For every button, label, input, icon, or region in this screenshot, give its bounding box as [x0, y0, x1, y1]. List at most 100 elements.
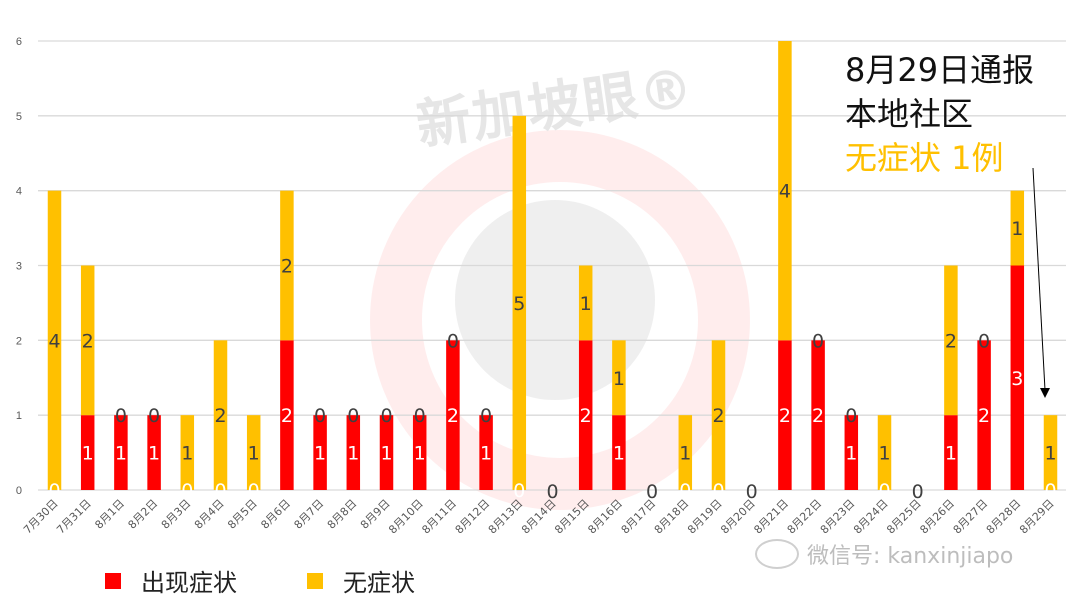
x-tick-label: 8月25日	[884, 497, 924, 537]
data-label: 0	[712, 480, 724, 502]
bar-asymptomatic	[80, 265, 95, 416]
data-label: 0	[546, 481, 558, 503]
data-label: 1	[1011, 218, 1023, 240]
x-tick-label: 8月6日	[258, 497, 293, 532]
data-label: 1	[181, 443, 193, 465]
y-tick-label: 6	[16, 36, 22, 48]
x-tick-label: 7月31日	[54, 497, 94, 537]
x-tick-label: 8月2日	[126, 497, 161, 532]
bar-asymptomatic	[180, 415, 195, 490]
x-tick-label: 8月23日	[818, 497, 858, 537]
data-label: 1	[845, 443, 857, 465]
x-tick-label: 8月12日	[453, 497, 493, 537]
data-label: 2	[281, 256, 293, 278]
data-label: 0	[314, 405, 326, 427]
bar-asymptomatic	[877, 415, 892, 490]
data-label: 2	[281, 405, 293, 427]
data-label: 0	[746, 481, 758, 503]
data-label: 0	[380, 405, 392, 427]
callout-line-1: 8月29日通报	[845, 51, 1035, 89]
data-label: 2	[779, 405, 791, 427]
data-label: 0	[513, 480, 525, 502]
bar-symptomatic	[811, 340, 825, 490]
bar-symptomatic	[147, 415, 161, 490]
bar-symptomatic	[479, 415, 493, 490]
legend-label: 无症状	[343, 569, 415, 597]
x-tick-label: 8月10日	[386, 497, 426, 537]
wechat-icon	[755, 539, 799, 569]
bar-symptomatic	[412, 415, 427, 490]
data-label: 0	[812, 330, 824, 352]
x-tick-label: 8月28日	[984, 497, 1024, 537]
legend-swatch-yellow	[307, 572, 323, 589]
callout-line-3: 无症状 1例	[845, 139, 1004, 177]
bar-symptomatic	[280, 340, 294, 490]
bar-asymptomatic	[778, 41, 792, 341]
x-tick-label: 8月16日	[585, 497, 625, 537]
bar-symptomatic	[114, 415, 128, 490]
bar-symptomatic	[977, 340, 991, 490]
bar-asymptomatic	[246, 415, 261, 490]
data-label: 0	[480, 405, 492, 427]
bar-symptomatic	[346, 415, 361, 490]
x-tick-label: 8月4日	[192, 497, 227, 532]
bar-asymptomatic	[711, 340, 726, 490]
data-label: 0	[978, 330, 990, 352]
y-tick-label: 0	[16, 485, 22, 497]
bar-asymptomatic	[1010, 190, 1025, 266]
data-label: 0	[48, 480, 60, 502]
x-tick-label: 8月11日	[419, 497, 459, 537]
data-label: 1	[480, 443, 492, 465]
legend-label: 出现症状	[141, 569, 237, 597]
bar-asymptomatic	[578, 265, 593, 341]
bar-asymptomatic	[612, 340, 626, 416]
data-label: 1	[1044, 443, 1056, 465]
bar-asymptomatic	[678, 415, 693, 490]
x-tick-label: 8月27日	[951, 497, 991, 537]
data-label: 0	[414, 405, 426, 427]
x-tick-label: 8月19日	[685, 497, 725, 537]
bar-asymptomatic	[1043, 415, 1058, 490]
data-label: 0	[447, 330, 459, 352]
data-label: 2	[945, 330, 957, 352]
data-label: 1	[380, 443, 392, 465]
data-label: 4	[48, 330, 60, 352]
bar-symptomatic	[778, 340, 792, 490]
x-tick-label: 8月24日	[851, 497, 891, 537]
bar-asymptomatic	[213, 340, 228, 490]
data-label: 0	[181, 480, 193, 502]
data-label: 2	[214, 405, 226, 427]
data-label: 0	[646, 481, 658, 503]
x-tick-label: 8月17日	[619, 497, 659, 537]
data-label: 0	[1044, 480, 1056, 502]
bar-asymptomatic	[944, 265, 958, 416]
bar-symptomatic	[944, 415, 958, 490]
x-tick-label: 7月30日	[21, 497, 61, 537]
data-label: 3	[1011, 368, 1023, 390]
data-label: 1	[148, 443, 160, 465]
x-tick-label: 8月14日	[519, 497, 559, 537]
data-label: 1	[414, 443, 426, 465]
x-tick-label: 8月3日	[159, 497, 194, 532]
bar-symptomatic	[80, 415, 95, 490]
data-label: 5	[513, 293, 525, 315]
x-tick-label: 8月13日	[486, 497, 526, 537]
arrow-head-icon	[1040, 388, 1050, 398]
data-label: 2	[978, 405, 990, 427]
data-label: 0	[248, 480, 260, 502]
y-tick-label: 1	[16, 410, 22, 422]
bar-symptomatic	[1010, 265, 1025, 490]
bar-symptomatic	[578, 340, 593, 490]
data-label: 2	[812, 405, 824, 427]
data-label: 0	[115, 405, 127, 427]
callout-line-2: 本地社区	[845, 95, 974, 133]
callout-annotation: 8月29日通报 本地社区 无症状 1例	[845, 48, 1034, 180]
x-tick-label: 8月1日	[92, 497, 127, 532]
data-label: 1	[613, 443, 625, 465]
data-label: 0	[878, 480, 890, 502]
bar-asymptomatic	[512, 115, 527, 490]
bar-asymptomatic	[280, 190, 294, 341]
x-tick-label: 8月29日	[1017, 497, 1057, 537]
x-tick-label: 8月22日	[785, 497, 825, 537]
bar-symptomatic	[446, 340, 460, 490]
